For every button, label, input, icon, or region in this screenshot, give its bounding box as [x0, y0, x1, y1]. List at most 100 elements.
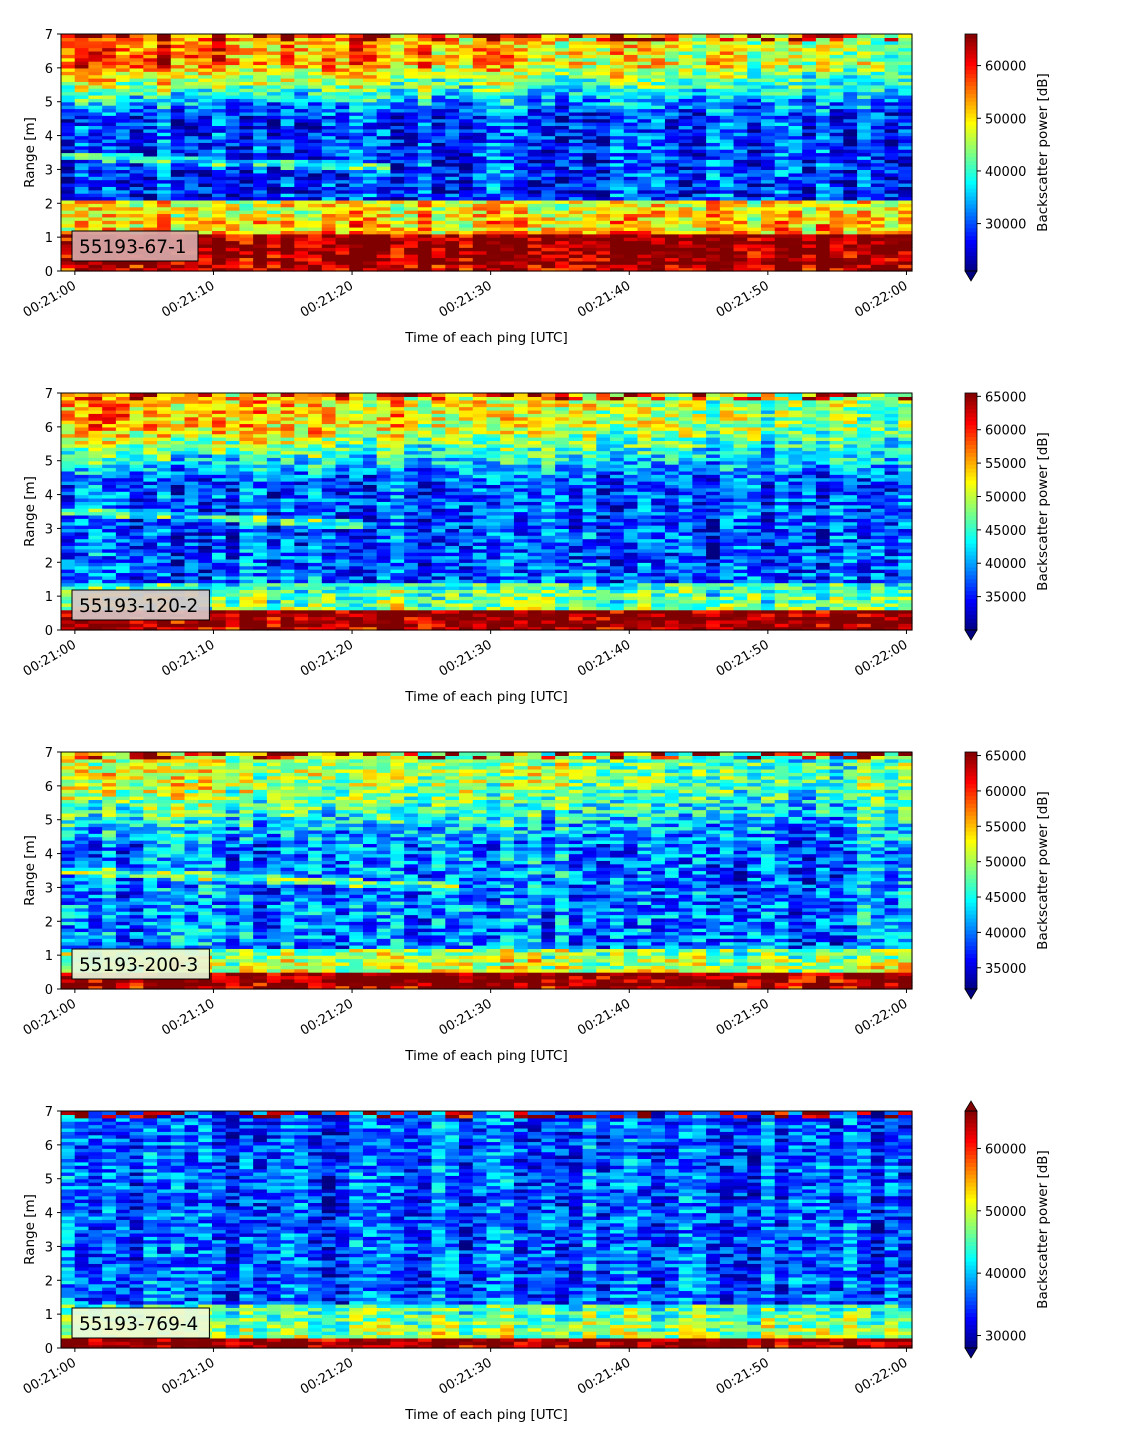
heatmap-cell [390, 34, 404, 38]
panel-label: 55193-67-1 [79, 237, 187, 258]
heatmap-cell [445, 34, 459, 38]
colorbar-tick-label: 30000 [985, 218, 1026, 233]
colorbar-segment [965, 192, 977, 197]
y-tick-label: 5 [45, 96, 53, 111]
colorbar-segment [965, 196, 977, 201]
panel-label-box: 55193-67-1 [72, 231, 198, 261]
colorbar-segment [965, 89, 977, 94]
heatmap-cell [157, 34, 171, 38]
heatmap-cell [102, 34, 116, 38]
heatmap-cell [75, 393, 89, 397]
y-tick-label: 0 [45, 265, 53, 280]
heatmap-cell [761, 34, 775, 38]
colorbar-segment [965, 228, 977, 233]
x-axis-label: Time of each ping [UTC] [404, 330, 568, 346]
y-tick-label: 4 [45, 130, 53, 145]
colorbar-segment [965, 232, 977, 237]
x-tick-label: 00:21:20 [298, 278, 356, 320]
colorbar-segment [965, 208, 977, 213]
heatmap-cell [720, 34, 734, 38]
heatmap-cell [500, 34, 514, 38]
colorbar-segment [965, 153, 977, 158]
heatmap-cell [281, 34, 295, 38]
colorbar-segment [965, 164, 977, 169]
colorbar-segment [965, 81, 977, 86]
colorbar-segment [965, 42, 977, 47]
colorbar-segment [965, 46, 977, 51]
colorbar-segment [965, 137, 977, 142]
heatmap-cell [816, 34, 830, 38]
colorbar-segment [965, 172, 977, 177]
heatmap-cell [665, 34, 679, 38]
heatmap-cell [541, 34, 555, 38]
heatmap-cell [802, 34, 816, 38]
heatmap-cell [734, 34, 748, 38]
heatmap-cell [294, 34, 308, 38]
colorbar-segment [965, 133, 977, 138]
heatmap-cell [267, 34, 281, 38]
heatmap-cell [336, 34, 350, 38]
colorbar-segment [965, 156, 977, 161]
colorbar-segment [965, 160, 977, 165]
colorbar-segment [965, 85, 977, 90]
heatmap-cell [143, 34, 157, 38]
x-tick-label: 00:21:00 [21, 278, 79, 320]
heatmap-cell [198, 34, 212, 38]
colorbar-segment [965, 129, 977, 134]
colorbar-segment [965, 188, 977, 193]
heatmap-cell [253, 34, 267, 38]
x-tick-label: 00:21:40 [575, 278, 633, 320]
heatmap-cell [487, 34, 501, 38]
heatmap-cell [857, 34, 871, 38]
y-tick-label: 6 [45, 62, 53, 77]
colorbar-segment [965, 212, 977, 217]
colorbar-segment [965, 235, 977, 240]
heatmap-cell [459, 34, 473, 38]
heatmap-cell [583, 34, 597, 38]
colorbar-tick-label: 50000 [985, 112, 1026, 127]
x-tick-label: 00:21:10 [159, 278, 217, 320]
colorbar-segment [965, 180, 977, 185]
y-tick-label: 2 [45, 197, 53, 212]
colorbar-segment [965, 176, 977, 181]
heatmap-cell [377, 34, 391, 38]
colorbar-segment [965, 66, 977, 71]
colorbar-segment [965, 101, 977, 106]
colorbar-segment [965, 200, 977, 205]
heatmap-cell [88, 34, 102, 38]
colorbar-segment [965, 97, 977, 102]
colorbar-segment [965, 243, 977, 248]
colorbar-segment [965, 204, 977, 209]
heatmap-cell [130, 393, 144, 397]
heatmap-cell [473, 34, 487, 38]
heatmap-cell [637, 34, 651, 38]
heatmap-cell [418, 34, 432, 38]
heatmap-cell [212, 34, 226, 38]
x-tick-label: 00:21:50 [714, 278, 772, 320]
heatmap-cell [788, 34, 802, 38]
heatmap-cell [747, 34, 761, 38]
colorbar-segment [965, 38, 977, 43]
heatmap-cell [404, 34, 418, 38]
heatmap-cell [706, 34, 720, 38]
colorbar-segment [965, 105, 977, 110]
colorbar-segment [965, 109, 977, 114]
colorbar-segment [965, 125, 977, 130]
colorbar-label: Backscatter power [dB] [1035, 73, 1051, 232]
heatmap-cell [871, 34, 885, 38]
colorbar-segment [965, 34, 977, 39]
x-tick-label: 00:22:00 [852, 278, 910, 320]
heatmap-cell [596, 34, 610, 38]
colorbar-segment [965, 50, 977, 55]
heatmap-cell [363, 34, 377, 38]
heatmap-cell [116, 34, 130, 38]
colorbar-tick-label: 60000 [985, 60, 1026, 75]
colorbar-segment [965, 93, 977, 98]
heatmap-cell [116, 393, 130, 397]
heatmap-cell [322, 34, 336, 38]
colorbar-segment [965, 149, 977, 154]
heatmap-cell [61, 393, 75, 397]
